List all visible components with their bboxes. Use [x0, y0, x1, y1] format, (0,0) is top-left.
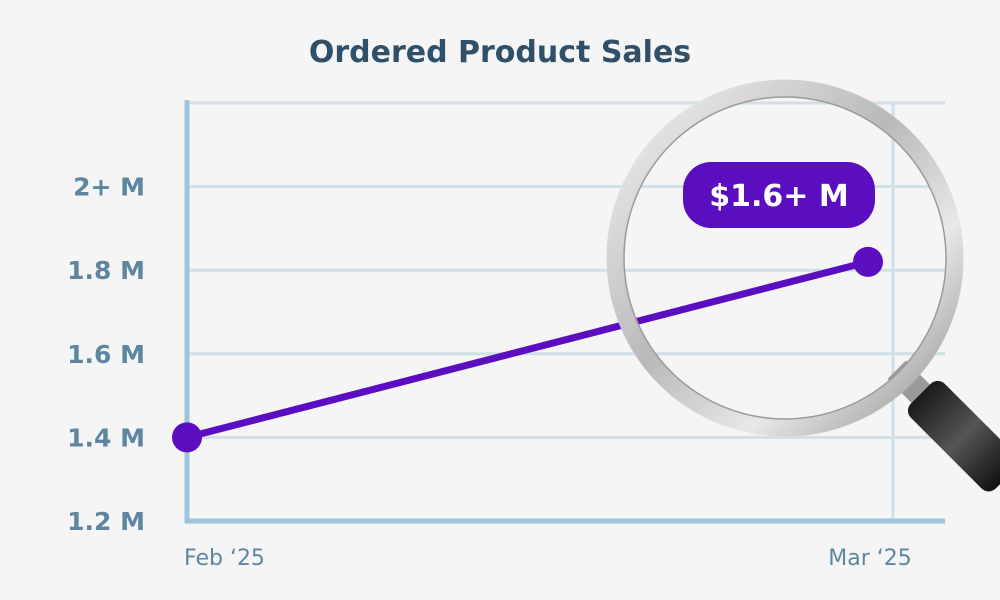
- x-tick-label: Mar ‘25: [828, 546, 912, 571]
- series-line: [172, 246, 883, 453]
- x-tick-label: Feb ‘25: [184, 546, 265, 571]
- y-tick-label: 1.4 M: [67, 423, 145, 452]
- data-point: [172, 422, 202, 453]
- y-tick-label: 1.8 M: [67, 256, 145, 285]
- series-line-path: [186, 258, 869, 441]
- chart-title: Ordered Product Sales: [309, 35, 691, 70]
- magnifying-glass-icon: [606, 79, 1000, 492]
- y-axis-ticks: 1.2 M 1.4 M 1.6 M 1.8 M 2+ M: [67, 173, 145, 536]
- data-point: [853, 246, 883, 277]
- y-tick-label: 2+ M: [73, 173, 145, 202]
- badge-text: $1.6+ M: [709, 179, 848, 214]
- x-axis-ticks: Feb ‘25 Mar ‘25: [184, 546, 912, 571]
- value-badge: $1.6+ M: [683, 162, 875, 228]
- axes: [184, 100, 945, 524]
- gridlines: [187, 101, 945, 521]
- y-tick-label: 1.2 M: [67, 507, 145, 536]
- y-tick-label: 1.6 M: [67, 340, 145, 369]
